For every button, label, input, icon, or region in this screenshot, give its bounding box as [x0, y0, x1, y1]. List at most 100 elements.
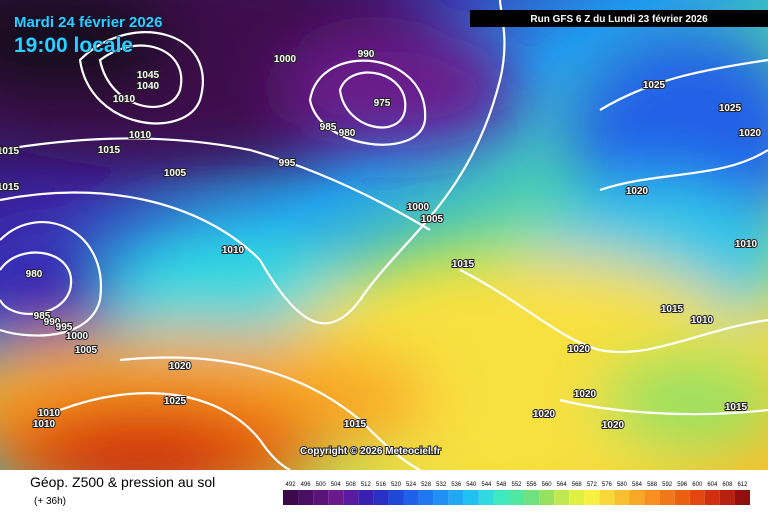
- isobar-label: 1020: [568, 344, 591, 355]
- scale-label: 540: [466, 482, 477, 488]
- scale-swatch: [734, 490, 750, 505]
- isobar-label: 1005: [75, 345, 98, 356]
- scale-swatch: [614, 490, 630, 505]
- scale-label: 512: [361, 482, 372, 488]
- scale-swatch: [373, 490, 389, 505]
- date: Mardi 24 février 2026: [14, 14, 162, 31]
- isobar-label: 1000: [407, 202, 430, 213]
- isobar-label: 985: [34, 311, 51, 322]
- scale-label: 592: [662, 482, 673, 488]
- scale-swatch: [704, 490, 720, 505]
- scale-label: 544: [481, 482, 492, 488]
- isobar-label: 995: [279, 158, 296, 169]
- scale-swatch: [539, 490, 555, 505]
- footer-lead: (+ 36h): [34, 496, 66, 507]
- scale-swatch: [313, 490, 329, 505]
- isobar-label: 980: [339, 128, 356, 139]
- scale-label: 600: [692, 482, 703, 488]
- scale-label: 596: [677, 482, 688, 488]
- isobar-label: 990: [358, 49, 375, 60]
- scale-swatch: [493, 490, 509, 505]
- isobar-label: 1020: [169, 361, 192, 372]
- local-time: 19:00 locale: [14, 34, 133, 57]
- scale-swatch: [644, 490, 660, 505]
- scale-swatch: [448, 490, 464, 505]
- scale-label: 560: [542, 482, 553, 488]
- scale-swatch: [433, 490, 449, 505]
- isobar-label: 1010: [222, 245, 245, 256]
- scale-swatch: [584, 490, 600, 505]
- scale-swatch: [629, 490, 645, 505]
- isobar-label: 1025: [643, 80, 666, 91]
- isobar-label: 1040: [137, 81, 160, 92]
- scale-label: 520: [391, 482, 402, 488]
- isobar-label: 1010: [113, 94, 136, 105]
- scale-label: 612: [737, 482, 748, 488]
- scale-label: 588: [647, 482, 658, 488]
- isobar-label: 1010: [38, 408, 61, 419]
- scale-swatch: [554, 490, 570, 505]
- scale-label: 524: [406, 482, 417, 488]
- isobar-label: 990: [44, 317, 61, 328]
- isobar-label: 1010: [735, 239, 758, 250]
- isobar-label: 1020: [626, 186, 649, 197]
- scale-label: 536: [451, 482, 462, 488]
- scale-swatch: [388, 490, 404, 505]
- isobar-label: 1010: [691, 315, 714, 326]
- isobar-label: 1020: [739, 128, 762, 139]
- isobar-label: 975: [374, 98, 391, 109]
- isobar-label: 1000: [274, 54, 297, 65]
- scale-label: 504: [331, 482, 342, 488]
- scale-label: 568: [572, 482, 583, 488]
- run-info: Run GFS 6 Z du Lundi 23 février 2026: [530, 14, 708, 25]
- isobar-label: 1020: [533, 409, 556, 420]
- isobar-label: 1015: [452, 259, 475, 270]
- scale-label: 508: [346, 482, 357, 488]
- isobar-label: 1020: [574, 389, 597, 400]
- isobar-label: 1005: [164, 168, 187, 179]
- isobar-label: 980: [26, 269, 43, 280]
- scale-swatch: [298, 490, 314, 505]
- isobar-label: 1010: [129, 130, 152, 141]
- isobar-label: 1025: [164, 396, 187, 407]
- scale-swatch: [659, 490, 675, 505]
- scale-swatch: [719, 490, 735, 505]
- isobar-label: 1015: [661, 304, 684, 315]
- isobar-label: 995: [56, 322, 73, 333]
- scale-label: 532: [436, 482, 447, 488]
- scale-label: 516: [376, 482, 387, 488]
- isobar-label: 985: [320, 122, 337, 133]
- isobar-label: 1010: [33, 419, 56, 430]
- scale-label: 608: [722, 482, 733, 488]
- scale-label: 492: [286, 482, 297, 488]
- scale-label: 556: [527, 482, 538, 488]
- footer-title: Géop. Z500 & pression au sol: [30, 474, 215, 490]
- scale-swatch: [418, 490, 434, 505]
- isobar-label: 1020: [602, 420, 625, 431]
- scale-swatch: [478, 490, 494, 505]
- scale-label: 576: [602, 482, 613, 488]
- scale-swatch: [328, 490, 344, 505]
- isobar-label: 1025: [719, 103, 742, 114]
- scale-swatch: [689, 490, 705, 505]
- color-scale: 492 496 500 504 508 512 516 520 524 528 532 536 540 5…: [283, 482, 750, 505]
- scale-swatch: [358, 490, 374, 505]
- scale-label: 584: [632, 482, 643, 488]
- scale-label: 572: [587, 482, 598, 488]
- isobar-label: 1045: [137, 70, 160, 81]
- scale-swatch: [599, 490, 615, 505]
- scale-swatch: [508, 490, 525, 505]
- scale-label: 552: [511, 482, 522, 488]
- isobar-label: 1005: [421, 214, 444, 225]
- scale-label: 548: [496, 482, 507, 488]
- isobar-label: 1015: [344, 419, 367, 430]
- isobar-label: 1015: [725, 402, 748, 413]
- isobar-label: 1015: [0, 146, 20, 157]
- scale-swatch: [403, 490, 419, 505]
- isobar-labels: 9901000975985980104510401010101010151015…: [0, 48, 763, 432]
- scale-swatch: [283, 490, 299, 505]
- scale-label: 496: [301, 482, 312, 488]
- scale-label: 604: [707, 482, 718, 488]
